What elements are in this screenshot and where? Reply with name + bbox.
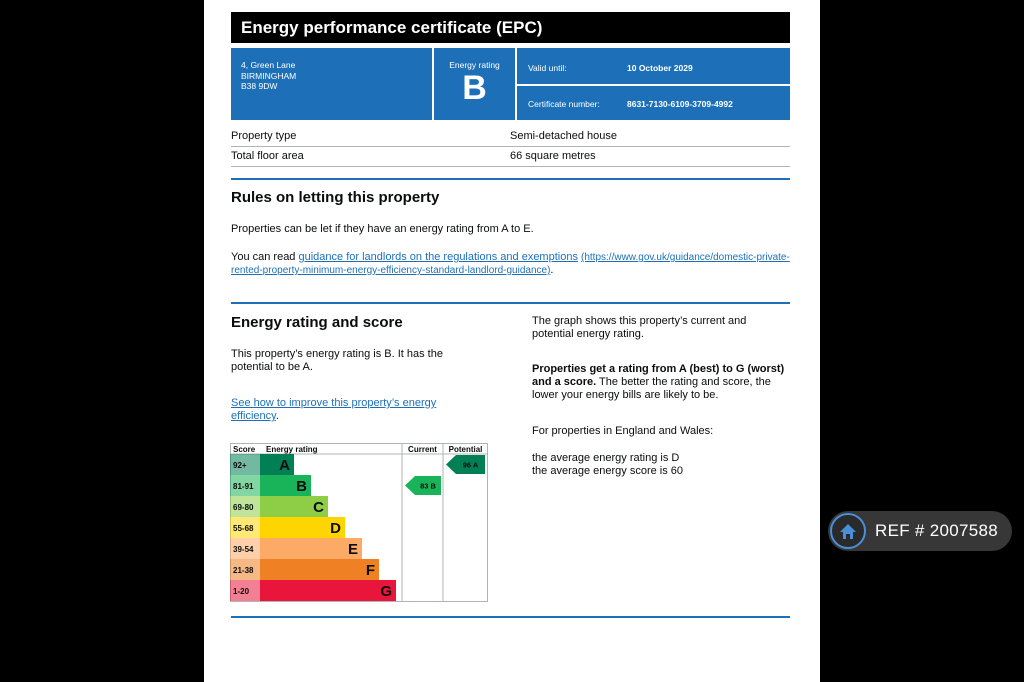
chart-header-score: Score [233,445,256,454]
address-line-1: 4, Green Lane [241,60,296,70]
reference-number: REF # 2007588 [875,521,998,540]
section-divider [231,178,790,180]
band-score-cell [230,496,260,517]
valid-until-label: Valid until: [528,63,567,73]
property-type-label: Property type [231,130,297,142]
band-bar-f [260,559,379,580]
section-divider [231,616,790,618]
chart-header-potential: Potential [449,445,483,454]
band-score-label: 55-68 [233,524,254,533]
band-score-label: 1-20 [233,587,250,596]
floor-area-row: Total floor area 66 square metres [231,147,790,167]
floor-area-label: Total floor area [231,150,304,162]
guidance-link[interactable]: guidance for landlords on the regulation… [298,251,578,263]
guidance-suffix: . [550,264,554,276]
energy-rating-value: B [462,69,487,107]
property-type-row: Property type Semi-detached house [231,127,790,147]
valid-until-value: 10 October 2029 [627,63,693,73]
band-letter-g: G [380,583,392,600]
band-score-label: 92+ [233,461,247,470]
average-rating: the average energy rating is D [532,452,680,464]
improve-suffix: . [275,410,279,422]
valid-until-box: Valid until: 10 October 2029 [517,48,790,84]
band-score-cell [230,538,260,559]
chart-header-current: Current [408,445,437,454]
page-title: Energy performance certificate (EPC) [231,12,790,43]
band-letter-e: E [348,541,358,558]
letting-guidance-paragraph: You can read guidance for landlords on t… [231,251,790,277]
energy-rating-chart: Score Energy rating Current Potential 92+ A 81… [230,443,488,602]
band-score-label: 81-91 [233,482,254,491]
rating-explanation-rest: The better the rating and score, the low… [532,376,771,401]
band-bar-c [260,496,328,517]
potential-rating-arrow [446,455,485,474]
certificate-number-box: Certificate number: 8631-7130-6109-3709-… [517,86,790,120]
band-score-cell [230,559,260,580]
band-letter-c: C [313,499,324,516]
average-score: the average energy score is 60 [532,465,684,477]
band-bar-b [260,475,311,496]
improve-paragraph: See how to improve this property’s energ… [231,397,471,423]
reference-badge: REF # 2007588 [828,511,1012,551]
band-score-cell [230,454,260,475]
band-score-cell [230,475,260,496]
certificate-number-value: 8631-7130-6109-3709-4992 [627,99,733,109]
band-letter-d: D [330,520,341,537]
band-bar-e [260,538,362,559]
score-paragraph: This property’s energy rating is B. It h… [231,348,443,373]
band-bar-a [260,454,294,475]
region-note: For properties in England and Wales: [532,425,714,437]
current-rating-arrow [405,476,441,495]
letting-paragraph: Properties can be let if they have an en… [231,223,534,235]
energy-rating-label: Energy rating [449,60,500,70]
potential-rating-label: 96 A [463,461,479,470]
score-heading: Energy rating and score [231,314,403,331]
rating-explanation-bold: Properties get a rating from A (best) to… [532,363,785,388]
property-type-value: Semi-detached house [510,130,618,142]
home-icon [830,513,866,549]
epc-document: Energy performance certificate (EPC) 4, … [204,0,820,682]
band-score-label: 69-80 [233,503,254,512]
address-line-2: BIRMINGHAM [241,70,297,81]
rating-explanation: Properties get a rating from A (best) to… [532,363,790,402]
certificate-number-label: Certificate number: [528,99,600,109]
band-score-cell [230,517,260,538]
letting-heading: Rules on letting this property [231,189,440,206]
address-line-3: B38 9DW [241,81,278,91]
property-address: 4, Green Lane BIRMINGHAM B38 9DW [231,48,432,120]
energy-rating-chart-svg: Score Energy rating Current Potential 92+ A 81… [230,443,488,602]
floor-area-value: 66 square metres [510,150,596,162]
band-bar-g [260,580,396,601]
improve-efficiency-link[interactable]: See how to improve this property’s energ… [231,397,437,422]
band-score-cell [230,580,260,601]
band-bar-d [260,517,345,538]
section-divider [231,302,790,304]
chart-header-rating: Energy rating [266,445,318,454]
current-rating-label: 83 B [420,482,436,491]
guidance-url-link[interactable]: (https://www.gov.uk/guidance/domestic-pr… [231,252,790,276]
band-letter-f: F [366,562,375,579]
band-score-label: 39-54 [233,545,254,554]
guidance-prefix: You can read [231,251,299,263]
band-letter-b: B [296,478,307,495]
energy-rating-box: Energy rating B [434,48,515,120]
band-letter-a: A [279,457,290,474]
band-score-label: 21-38 [233,566,254,575]
graph-description: The graph shows this property’s current … [532,315,747,340]
home-icon-glyph [840,524,856,539]
